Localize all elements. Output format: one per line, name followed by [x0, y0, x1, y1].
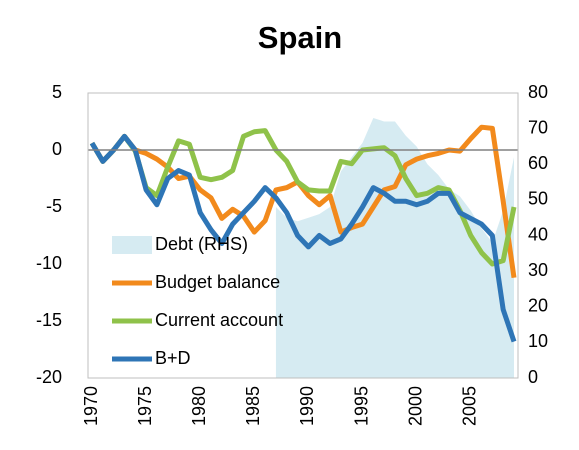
y-tick-label: -10 [36, 253, 62, 273]
y2-tick-label: 50 [528, 189, 548, 209]
y-tick-label: 5 [52, 82, 62, 102]
legend-label: B+D [155, 348, 191, 368]
x-tick-label: 1985 [243, 386, 263, 426]
x-tick-label: 2000 [405, 386, 425, 426]
x-tick-label: 1995 [351, 386, 371, 426]
legend-swatch [112, 236, 152, 254]
y2-tick-label: 10 [528, 331, 548, 351]
legend-label: Current account [155, 310, 283, 330]
y-tick-label: -15 [36, 310, 62, 330]
chart-title: Spain [258, 20, 342, 55]
y-tick-label: -5 [46, 196, 62, 216]
legend-label: Debt (RHS) [155, 234, 248, 254]
legend-label: Budget balance [155, 272, 280, 292]
y2-tick-label: 40 [528, 224, 548, 244]
y2-tick-label: 20 [528, 296, 548, 316]
y-tick-label: -20 [36, 367, 62, 387]
x-tick-label: 2005 [459, 386, 479, 426]
plot-frame [87, 92, 519, 379]
y2-tick-label: 0 [528, 367, 538, 387]
y2-tick-label: 60 [528, 153, 548, 173]
x-tick-label: 1975 [135, 386, 155, 426]
series-line [89, 128, 517, 267]
x-tick-label: 1990 [297, 386, 317, 426]
x-tick-label: 1980 [189, 386, 209, 426]
series-line [89, 133, 517, 343]
debt-area [275, 117, 514, 378]
x-tick-label: 1970 [81, 386, 101, 426]
y2-tick-label: 70 [528, 117, 548, 137]
y2-tick-label: 80 [528, 82, 548, 102]
y2-tick-label: 30 [528, 260, 548, 280]
y-tick-label: 0 [52, 139, 62, 159]
